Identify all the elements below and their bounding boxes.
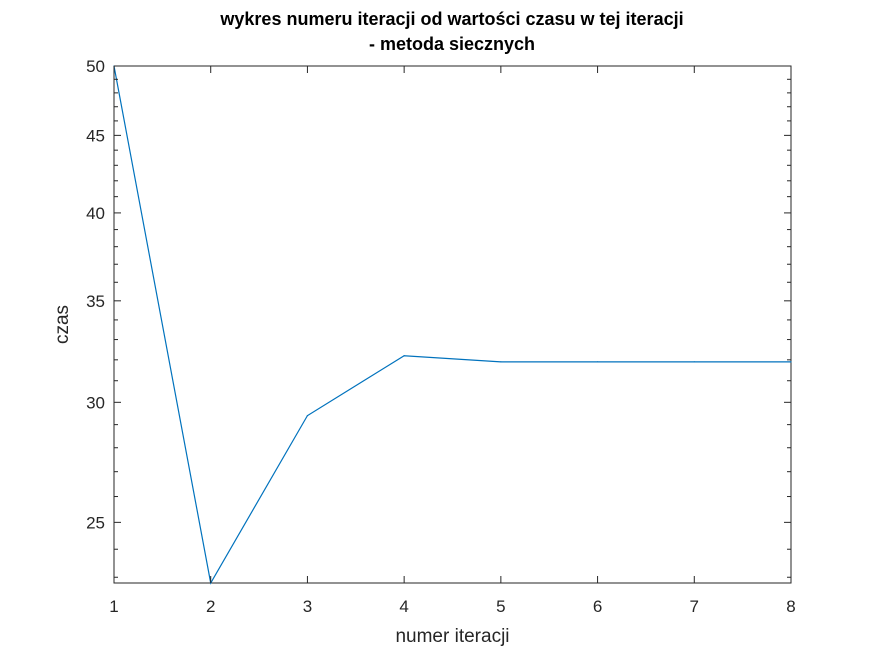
chart-title-line: - metoda siecznych: [369, 34, 535, 54]
y-tick-label: 30: [86, 393, 105, 412]
chart-title-line: wykres numeru iteracji od wartości czasu…: [219, 9, 683, 29]
data-point: [693, 361, 695, 363]
y-tick-label: 25: [86, 513, 105, 532]
y-tick-label: 40: [86, 204, 105, 223]
plot-area: [113, 65, 792, 585]
x-tick-label: 3: [303, 597, 312, 616]
x-tick-label: 2: [206, 597, 215, 616]
y-axis-ticks: 25 30 35 40 45 50: [86, 57, 791, 578]
x-tick-label: 6: [593, 597, 602, 616]
x-axis-label: numer iteracji: [395, 626, 509, 647]
x-tick-label: 4: [399, 597, 408, 616]
data-point: [403, 355, 405, 357]
y-tick-label: 35: [86, 292, 105, 311]
axes-box: [113, 65, 792, 584]
x-tick-label: 7: [690, 597, 699, 616]
data-point: [500, 361, 502, 363]
data-point: [790, 361, 792, 363]
series-line: [113, 65, 791, 585]
chart-title: wykres numeru iteracji od wartości czasu…: [219, 9, 683, 54]
x-tick-label: 5: [496, 597, 505, 616]
y-tick-label: 50: [86, 57, 105, 76]
y-axis-label: czas: [52, 305, 73, 344]
data-point: [596, 361, 599, 363]
x-tick-label: 8: [786, 597, 795, 616]
x-tick-label: 1: [109, 597, 118, 616]
data-point: [306, 415, 309, 417]
y-tick-label: 45: [86, 126, 105, 145]
